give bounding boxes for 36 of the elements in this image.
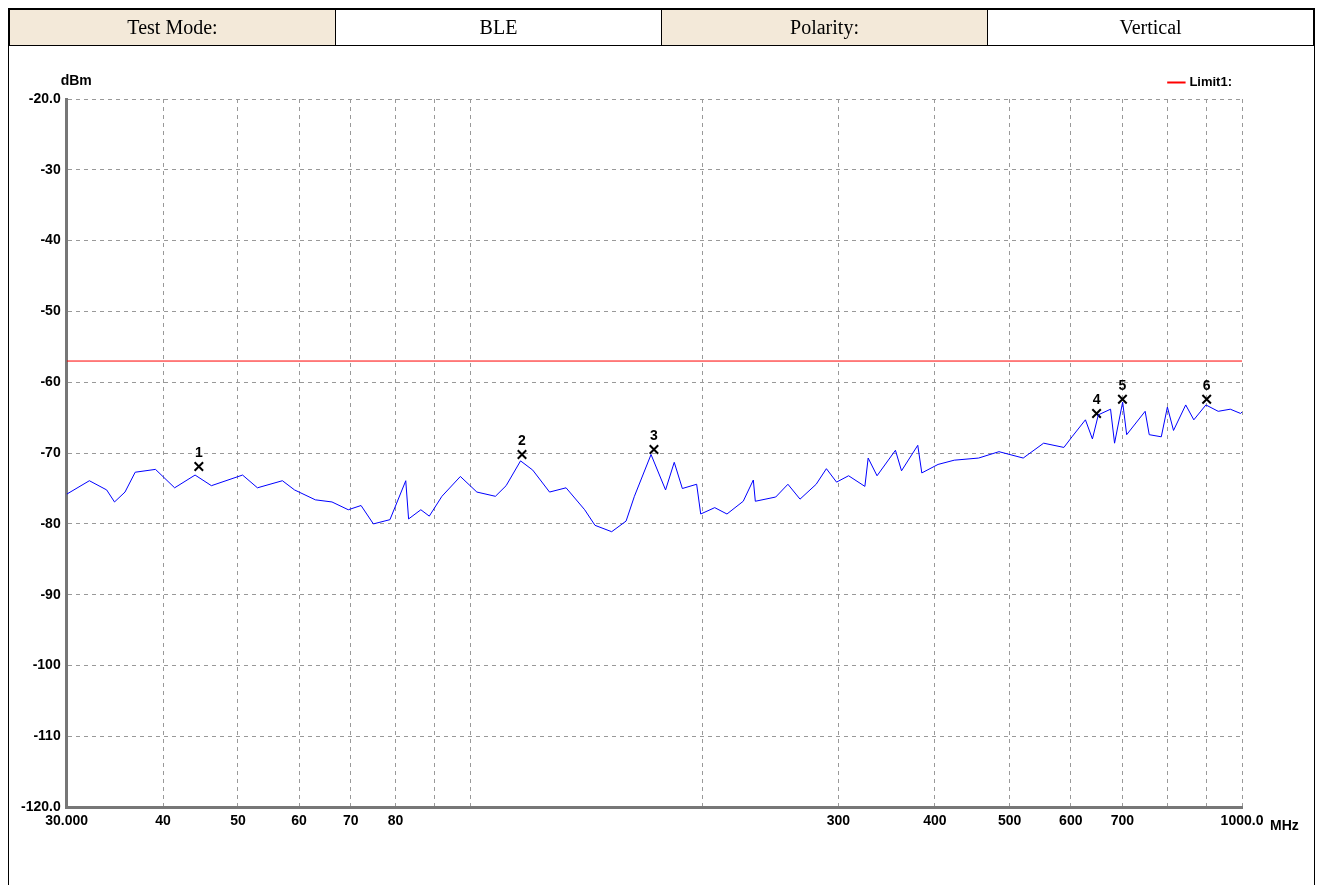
x-tick-label: 40: [155, 812, 172, 829]
annotation: 6: [1202, 377, 1211, 394]
annotation: 5: [1118, 377, 1127, 394]
y-tick-label: -20.0: [28, 89, 61, 106]
annotation: 1: [194, 444, 203, 461]
y-tick-label: -60: [40, 373, 61, 390]
x-tick-label: 700: [1110, 812, 1135, 829]
x-tick-label: 30.000: [45, 812, 89, 829]
text: Vertical: [987, 9, 1314, 46]
annotation: 3: [650, 427, 659, 444]
y-tick-label: -120.0: [20, 798, 61, 815]
y-tick-label: -40: [40, 231, 61, 248]
y-tick-label: -70: [40, 443, 61, 460]
annotation: 2: [518, 432, 527, 449]
y-axis-title: dBm: [60, 71, 92, 88]
x-tick-label: 400: [923, 812, 947, 829]
x-tick-label: 80: [387, 812, 404, 829]
y-tick-label: -80: [40, 514, 61, 531]
text: Polarity:: [661, 9, 988, 46]
y-tick-label: -100: [32, 656, 61, 673]
x-tick-label: 60: [291, 812, 308, 829]
text: Test Mode:: [9, 9, 336, 46]
x-tick-label: 500: [998, 812, 1022, 829]
y-tick-label: -50: [40, 302, 61, 319]
x-axis-title: MHz: [1270, 817, 1299, 834]
x-tick-label: 1000.0: [1220, 812, 1264, 829]
y-tick-label: -110: [33, 727, 61, 744]
x-tick-label: 600: [1059, 812, 1083, 829]
x-tick-label: 300: [826, 812, 851, 829]
y-tick-label: -30: [40, 160, 61, 177]
x-tick-label: 50: [230, 812, 246, 829]
text: BLE: [335, 9, 662, 46]
y-tick-label: -90: [40, 585, 61, 602]
x-tick-label: 70: [342, 812, 359, 829]
legend-label: Limit1:: [1189, 74, 1233, 90]
annotation: 4: [1092, 391, 1101, 408]
